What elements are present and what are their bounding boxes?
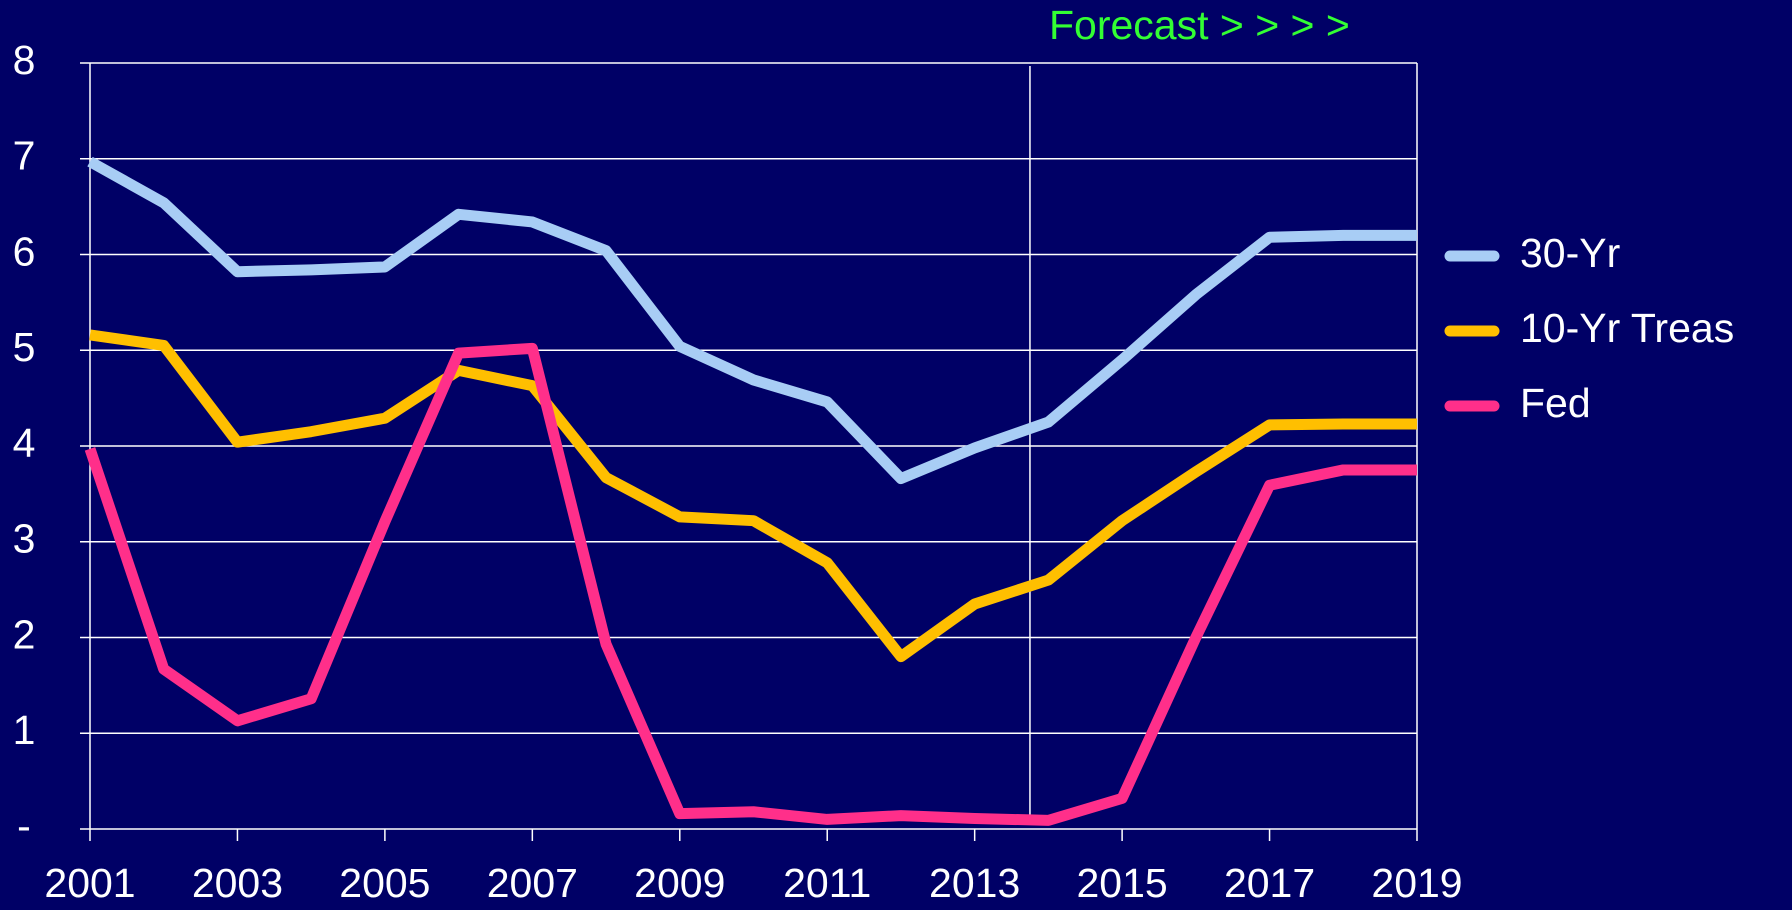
y-tick-label: 3 <box>13 516 36 562</box>
y-tick-label: 6 <box>13 228 36 274</box>
x-tick-label: 2005 <box>339 860 430 906</box>
series-line <box>89 329 1417 663</box>
y-tick-label: 7 <box>13 133 36 179</box>
legend-label: Fed <box>1520 380 1591 426</box>
legend-label: 30-Yr <box>1520 230 1620 276</box>
legend-label: 10-Yr Treas <box>1520 305 1734 351</box>
y-tick-label: 8 <box>13 37 36 83</box>
x-tick-label: 2011 <box>783 860 871 906</box>
x-tick-label: 2015 <box>1077 860 1168 906</box>
y-tick-label: 2 <box>13 611 36 657</box>
series-line <box>87 156 1417 485</box>
x-tick-label: 2017 <box>1224 860 1315 906</box>
x-tick-label: 2019 <box>1371 860 1462 906</box>
forecast-label: Forecast > > > > <box>1049 2 1350 48</box>
y-tick-label: - <box>17 803 31 849</box>
series-line <box>84 342 1417 826</box>
y-tick-label: 5 <box>13 324 36 370</box>
x-tick-label: 2007 <box>487 860 578 906</box>
x-tick-label: 2013 <box>929 860 1020 906</box>
x-tick-label: 2001 <box>44 860 135 906</box>
y-tick-label: 1 <box>13 707 36 753</box>
x-tick-label: 2003 <box>192 860 283 906</box>
x-tick-label: 2009 <box>634 860 725 906</box>
y-tick-label: 4 <box>13 420 36 466</box>
